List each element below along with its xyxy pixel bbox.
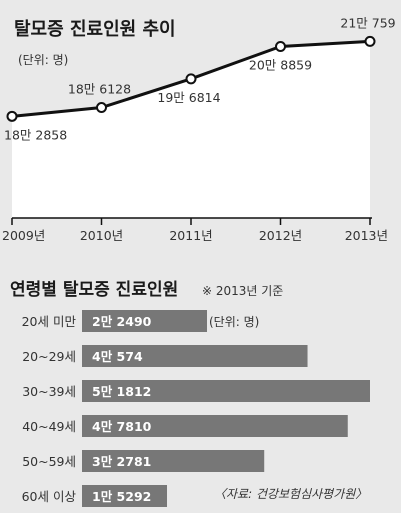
- line-point: [185, 73, 197, 85]
- bar-category-label: 40~49세: [22, 419, 76, 434]
- line-data-label: 21만 759: [340, 15, 395, 30]
- bar-chart-note: ※ 2013년 기준: [202, 284, 283, 298]
- x-tick-label: 2010년: [80, 228, 123, 243]
- x-tick-label: 2009년: [2, 228, 45, 243]
- bar: [82, 415, 348, 437]
- line-chart-area-fill: [12, 41, 370, 219]
- line-data-label: 18만 2858: [4, 127, 67, 142]
- bar-chart-source: 〈자료: 건강보험심사평가원〉: [214, 487, 367, 501]
- line-point: [275, 40, 286, 52]
- bar-category-label: 20~29세: [22, 349, 76, 364]
- bar: [82, 485, 168, 507]
- x-tick-label: 2013년: [345, 228, 388, 243]
- bar-chart-title: 연령별 탈모증 진료인원: [10, 279, 178, 300]
- bar-chart: 연령별 탈모증 진료인원 ※ 2013년 기준 (단위: 명) 〈자료: 건강보…: [10, 279, 370, 507]
- line-data-label: 19만 6814: [157, 90, 220, 105]
- x-tick-label: 2012년: [259, 228, 302, 243]
- bar-value-label: 5만 1812: [92, 384, 151, 399]
- bar-value-label: 4만 7810: [92, 419, 152, 434]
- bar-value-label: 4만 574: [92, 349, 143, 364]
- line-data-label: 18만 6128: [68, 82, 131, 97]
- x-tick-label: 2011년: [169, 228, 212, 243]
- bar-value-label: 2만 2490: [92, 314, 152, 329]
- bar: [82, 345, 308, 367]
- bar-category-label: 20세 미만: [22, 314, 77, 329]
- line-data-label: 20만 8859: [249, 57, 312, 72]
- bar-category-label: 50~59세: [22, 454, 76, 469]
- bar-category-label: 30~39세: [22, 384, 76, 399]
- bar-category-label: 60세 이상: [22, 489, 77, 504]
- bar-chart-unit: (단위: 명): [209, 315, 259, 329]
- line-chart-unit: (단위: 명): [18, 53, 68, 67]
- bar-value-label: 3만 2781: [92, 454, 151, 469]
- line-chart: 2009년 2010년 2011년 2012년 2013년 18만 2858 18만 61…: [2, 15, 396, 243]
- bar: [82, 380, 370, 402]
- line-point: [96, 102, 107, 114]
- bar: [82, 450, 265, 472]
- bar-value-label: 1만 5292: [92, 489, 151, 504]
- line-point: [364, 35, 376, 47]
- line-chart-title: 탈모증 진료인원 추이: [14, 19, 176, 40]
- line-point: [6, 110, 18, 122]
- bar: [82, 310, 208, 332]
